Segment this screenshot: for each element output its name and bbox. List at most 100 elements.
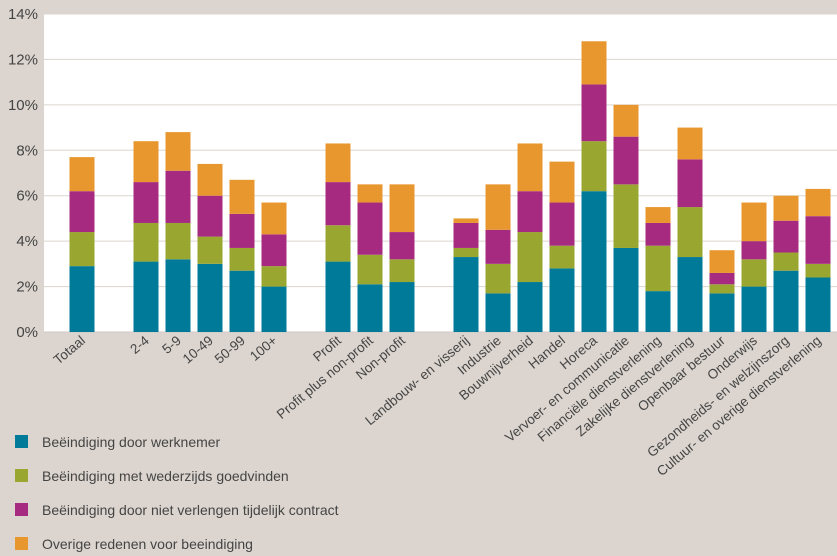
x-category-label: 100+ [247, 333, 280, 364]
bar-segment [549, 202, 575, 246]
y-tick-label: 14% [8, 6, 38, 23]
bar-segment [389, 282, 415, 332]
bar-segment [485, 263, 511, 294]
legend: Beëindiging door werknemer Beëindiging me… [15, 434, 339, 552]
bar-segment [133, 222, 159, 262]
bar-segment [677, 159, 703, 208]
bar-segment [357, 202, 383, 255]
bar-segment [389, 259, 415, 283]
x-category-label: Landbouw- en visserij [362, 333, 472, 428]
bar-segment [325, 182, 351, 226]
bar-segment [325, 143, 351, 183]
bar-segment [517, 143, 543, 192]
bar-segment [69, 232, 95, 267]
bar-segment [261, 266, 287, 287]
bar-segment [69, 191, 95, 233]
y-tick-label: 4% [16, 233, 38, 250]
bar-segment [645, 207, 671, 223]
x-category-label: 50-99 [212, 333, 248, 367]
bar-segment [133, 141, 159, 183]
legend-label: Overige redenen voor beeindiging [42, 536, 253, 552]
bar-segment [741, 241, 767, 260]
bar-segment [677, 257, 703, 332]
y-tick-label: 0% [16, 324, 38, 341]
legend-swatch [15, 537, 28, 550]
legend-label: Beëindiging door niet verlengen tijdelij… [42, 502, 339, 518]
y-tick-label: 2% [16, 279, 38, 296]
x-category-label: Totaal [51, 333, 88, 368]
bar-segment [261, 234, 287, 267]
bar-segment [517, 282, 543, 332]
legend-swatch [15, 469, 28, 482]
bar-segment [197, 263, 223, 332]
bar-segment [165, 222, 191, 260]
bar-segment [549, 245, 575, 269]
bar-segment [325, 225, 351, 262]
bar-segment [645, 291, 671, 332]
x-category-label: 2-4 [127, 332, 152, 356]
bar-segment [389, 232, 415, 260]
bar-segment [773, 252, 799, 271]
bar-segment [165, 259, 191, 332]
bar-segment [613, 136, 639, 185]
bar-segment [613, 184, 639, 248]
y-tick-label: 10% [8, 97, 38, 114]
bar-segment [325, 261, 351, 332]
bar-segment [581, 41, 607, 85]
bar-segment [357, 254, 383, 285]
bar-segment [69, 266, 95, 332]
bar-segment [581, 191, 607, 332]
bar-segment [581, 141, 607, 192]
bar-segment [741, 202, 767, 242]
bar-segment [613, 104, 639, 137]
bar-segment [229, 270, 255, 332]
legend-label: Beëindiging met wederzijds goedvinden [42, 468, 289, 484]
bar-segment [581, 84, 607, 142]
bar-segment [453, 218, 479, 223]
bar-segment [549, 268, 575, 332]
bar-segment [357, 184, 383, 203]
bar-segment [165, 132, 191, 171]
bar-segment [677, 207, 703, 258]
bar-segment [805, 277, 831, 332]
y-axis-tick-labels: 0% 2% 4% 6% 8% 10% 12% 14% [8, 6, 38, 341]
bar-segment [485, 293, 511, 332]
bar-segment [229, 247, 255, 271]
bar-segment [357, 284, 383, 332]
bar-segment [517, 232, 543, 283]
x-category-label: 5-9 [159, 333, 184, 357]
bar-segment [677, 127, 703, 160]
bar-segment [453, 247, 479, 258]
bars [69, 41, 831, 332]
bar-segment [773, 195, 799, 221]
bar-segment [229, 213, 255, 248]
y-tick-label: 12% [8, 51, 38, 68]
bar-segment [197, 236, 223, 264]
bar-segment [613, 247, 639, 332]
bar-segment [453, 222, 479, 248]
bar-segment [773, 220, 799, 253]
bar-segment [709, 284, 735, 294]
bar-segment [389, 184, 415, 233]
legend-swatch [15, 435, 28, 448]
bar-segment [165, 170, 191, 223]
legend-swatch [15, 503, 28, 516]
bar-segment [805, 188, 831, 217]
bar-segment [517, 191, 543, 233]
bar-segment [549, 161, 575, 203]
bar-segment [133, 261, 159, 332]
bar-segment [229, 179, 255, 214]
bar-segment [773, 270, 799, 332]
bar-segment [805, 263, 831, 278]
bar-segment [133, 182, 159, 223]
bar-segment [709, 293, 735, 332]
bar-segment [645, 222, 671, 246]
y-tick-label: 8% [16, 142, 38, 159]
bar-segment [741, 286, 767, 332]
bar-segment [261, 202, 287, 235]
bar-segment [485, 229, 511, 264]
x-category-label: 10-49 [180, 333, 216, 367]
